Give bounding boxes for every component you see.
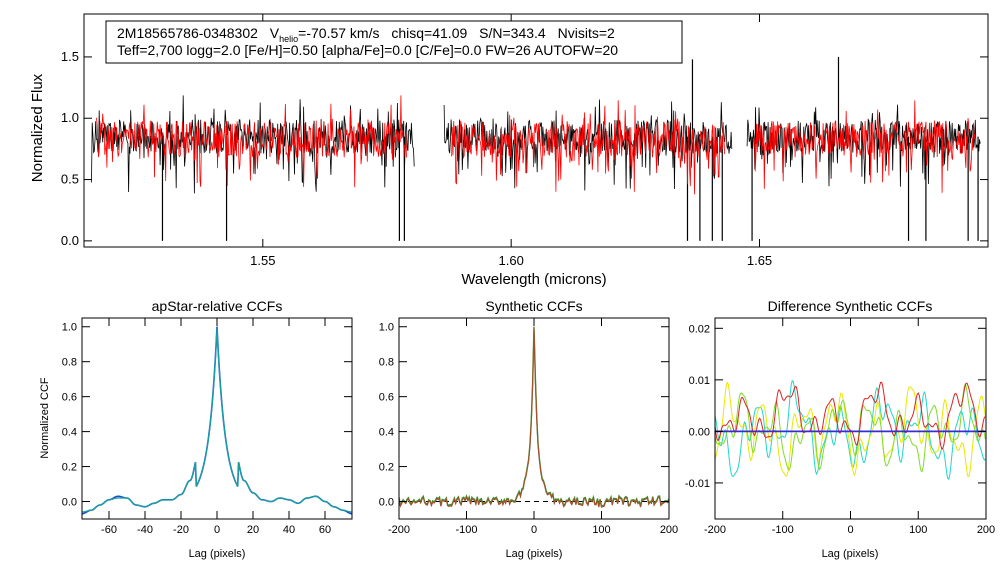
difference-ccf-frame (714, 317, 987, 520)
model-flux-series (96, 95, 976, 195)
y-tick-label: 0.8 (379, 357, 394, 369)
x-tick-label: 20 (247, 524, 259, 536)
y-tick-label: 0.2 (62, 462, 77, 474)
x-tick-label: 200 (660, 524, 678, 536)
spectrum-xlabel: Wavelength (microns) (461, 271, 606, 288)
x-tick-label: -60 (101, 524, 117, 536)
y-tick-label: 0.01 (689, 375, 710, 387)
model-flux-line (754, 100, 976, 193)
y-tick-label: 0.4 (62, 427, 77, 439)
x-tick-label: 100 (909, 524, 927, 536)
sn-value: S/N=343.4 (479, 25, 546, 41)
model-flux-line (451, 100, 725, 195)
y-tick-label: 0.02 (689, 323, 710, 335)
synthetic-line-synthetic-1 (398, 326, 670, 508)
observed-flux-series (91, 56, 981, 241)
info-line-1: 2M18565786-0348302 Vhelio=-70.57 km/s ch… (117, 25, 615, 44)
x-tick-label: 1.65 (747, 253, 772, 268)
y-tick-label: 0.4 (379, 427, 394, 439)
y-tick-label: 1.0 (61, 110, 79, 125)
y-tick-label: 0.8 (62, 357, 77, 369)
difference-ccf-title: Difference Synthetic CCFs (768, 298, 933, 314)
apstar-ccf-panel: apStar-relative CCFs -60 -40 -20 0 20 40 60 0.0… (39, 298, 353, 560)
info-box-frame (105, 20, 683, 64)
x-tick-label: 1.55 (250, 253, 275, 268)
x-tick-label: -200 (704, 524, 726, 536)
info-box: 2M18565786-0348302 Vhelio=-70.57 km/s ch… (105, 20, 683, 64)
ccf-line-visit-1 (81, 326, 353, 515)
y-tick-label: -0.01 (685, 478, 710, 490)
spectrum-frame (83, 13, 989, 248)
x-tick-label: -20 (173, 524, 189, 536)
y-tick-label: 0.0 (61, 233, 79, 248)
y-tick-label: 1.5 (61, 49, 79, 64)
apstar-ccf-xlabel: Lag (pixels) (189, 548, 246, 560)
chisq-value: chisq=41.09 (391, 25, 467, 41)
x-tick-label: -100 (772, 524, 794, 536)
spectrum-ylabel: Normalized Flux (29, 73, 46, 182)
y-tick-label: 0.0 (62, 497, 77, 509)
vhelio-value: =-70.57 km/s (298, 25, 379, 41)
y-tick-label: 0.00 (689, 426, 710, 438)
x-tick-label: -200 (388, 524, 410, 536)
x-tick-label: -40 (137, 524, 153, 536)
x-tick-label: 100 (592, 524, 610, 536)
synthetic-ccf-panel: Synthetic CCFs -200 -100 0 100 200 0.0 0.2 0.4 0… (379, 298, 678, 560)
difference-ccf-series (714, 379, 986, 480)
y-tick-label: 1.0 (379, 322, 394, 334)
difference-ccf-axes: -200 -100 0 100 200 -0.01 0.00 0.01 0.02 (685, 318, 995, 536)
star-id: 2M18565786-0348302 (117, 25, 258, 41)
spectrum-panel: 1.55 1.60 1.65 0.0 0.5 1.0 1.5 Wavelength (mic… (29, 13, 989, 288)
synthetic-line-synthetic-2 (398, 328, 670, 508)
synthetic-ccf-xlabel: Lag (pixels) (506, 548, 563, 560)
difference-ccf-panel: Difference Synthetic CCFs -200 -100 0 100 20… (685, 298, 995, 560)
apstar-ccf-series (81, 326, 353, 515)
apstar-ccf-ylabel: Normalized CCF (39, 377, 51, 459)
spectrum-axes: 1.55 1.60 1.65 0.0 0.5 1.0 1.5 (61, 14, 988, 268)
x-tick-label: 0 (847, 524, 853, 536)
difference-ccf-xlabel: Lag (pixels) (822, 548, 879, 560)
y-tick-label: 0.6 (379, 392, 394, 404)
x-tick-label: 0 (214, 524, 220, 536)
observed-flux-line (91, 95, 415, 194)
nvisits-value: Nvisits=2 (558, 25, 615, 41)
difference-line-red (714, 381, 986, 450)
y-tick-label: 1.0 (62, 322, 77, 334)
y-tick-label: 0.5 (61, 172, 79, 187)
x-tick-label: 40 (283, 524, 295, 536)
apstar-ccf-frame (81, 317, 353, 520)
info-line-2: Teff=2,700 logg=2.0 [Fe/H]=0.50 [alpha/F… (117, 42, 618, 58)
synthetic-ccf-series (398, 326, 670, 508)
y-tick-label: 0.6 (62, 392, 77, 404)
ccf-line-visit-2 (82, 328, 352, 513)
y-tick-label: 0.2 (379, 462, 394, 474)
y-tick-label: 0.0 (379, 497, 394, 509)
x-tick-label: 1.60 (499, 253, 524, 268)
synthetic-ccf-title: Synthetic CCFs (485, 298, 582, 314)
apstar-ccf-axes: -60 -40 -20 0 20 40 60 0.0 0.2 0.4 0.6 0.8 1.0 (62, 318, 352, 536)
x-tick-label: 0 (531, 524, 537, 536)
vhelio-subscript: helio (279, 34, 298, 44)
apstar-ccf-title: apStar-relative CCFs (152, 298, 283, 314)
synthetic-ccf-axes: -200 -100 0 100 200 0.0 0.2 0.4 0.6 0.8 1.0 (379, 318, 678, 536)
x-tick-label: 200 (977, 524, 995, 536)
model-flux-line (96, 95, 407, 188)
x-tick-label: -100 (455, 524, 477, 536)
vhelio-label: V (270, 25, 280, 41)
x-tick-label: 60 (319, 524, 331, 536)
